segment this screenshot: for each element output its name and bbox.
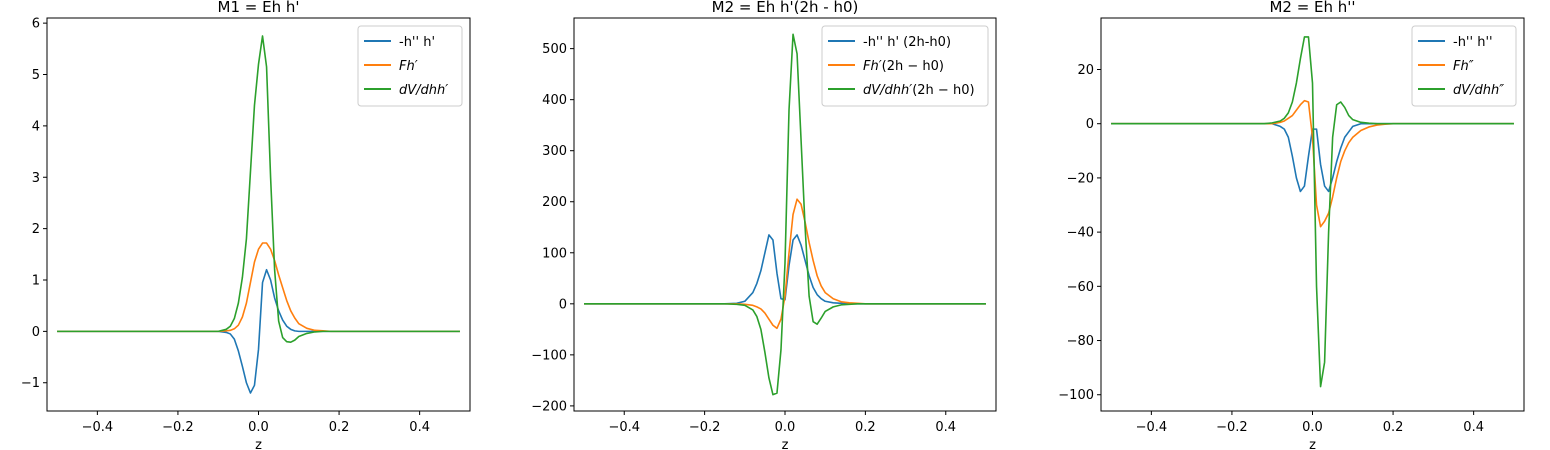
chart-2-x-tick-label: −0.2 xyxy=(689,420,721,435)
chart-3-y-tick-label: −20 xyxy=(1067,171,1094,186)
chart-1-legend-label: dV/dhh′ xyxy=(399,83,448,98)
chart-1-x-axis-label: z xyxy=(255,438,262,450)
chart-2-legend-label: Fh′(2h − h0) xyxy=(863,59,944,74)
chart-1-x-tick-label: 0.4 xyxy=(409,420,430,435)
chart-1-title: M1 = Eh h' xyxy=(218,0,300,16)
chart-2-x-tick-label: −0.4 xyxy=(608,420,640,435)
chart-3-legend-label: Fh″ xyxy=(1453,59,1474,74)
chart-2-legend-box xyxy=(821,25,989,107)
chart-2-y-tick-label: 400 xyxy=(542,93,567,108)
chart-1-x-tick-label: 0.0 xyxy=(248,420,269,435)
chart-3-x-axis-label: z xyxy=(1309,438,1316,450)
chart-1: −0.4 −0.2 0.0 0.2 0.4 −1 0 1 2 3 4 5 6 M1 = Eh h' z -h'… xyxy=(21,0,471,450)
chart-2-legend-label: dV/dhh′(2h − h0) xyxy=(863,83,975,98)
chart-1-y-tick-label: 5 xyxy=(32,68,40,83)
chart-1-y-tick-label: 6 xyxy=(32,17,40,32)
chart-1-y-tick-label: −1 xyxy=(21,376,40,391)
chart-2-title: M2 = Eh h'(2h - h0) xyxy=(712,0,859,16)
chart-3-y-tick-label: −100 xyxy=(1058,388,1094,403)
chart-3-x-tick-label: 0.2 xyxy=(1383,420,1404,435)
chart-1-y-tick-label: 4 xyxy=(32,119,40,134)
chart-3-plot-area xyxy=(1111,36,1514,388)
chart-1-x-tick-label: −0.2 xyxy=(162,420,194,435)
chart-3-legend: -h'' h'' Fh″ dV/dhh″ xyxy=(1411,25,1517,107)
chart-3-series-line-2 xyxy=(1111,99,1514,228)
chart-3-y-tick-label: −60 xyxy=(1067,280,1094,295)
chart-2-plot-area xyxy=(584,33,986,396)
chart-2-x-tick-label: 0.0 xyxy=(775,420,796,435)
chart-2-legend-label: -h'' h' (2h-h0) xyxy=(863,35,951,50)
chart-1-y-tick-label: 1 xyxy=(32,274,40,289)
chart-1-series-line-2 xyxy=(57,242,460,333)
chart-3-x-tick-label: −0.4 xyxy=(1136,420,1168,435)
chart-2-y-tick-label: −100 xyxy=(531,348,567,363)
chart-1-y-tick-label: 2 xyxy=(32,222,40,237)
chart-1-series-line-1 xyxy=(57,268,460,394)
chart-1-y-tick-label: 3 xyxy=(32,171,40,186)
chart-2-y-tick-label: −200 xyxy=(531,399,567,414)
chart-3-y-tick-label: 0 xyxy=(1086,117,1094,132)
chart-3-legend-label: dV/dhh″ xyxy=(1453,83,1504,98)
chart-3-x-tick-label: −0.2 xyxy=(1216,420,1248,435)
chart-1-series-line-3 xyxy=(57,35,460,343)
chart-2-series-line-2 xyxy=(584,198,986,330)
chart-3-y-tick-label: 20 xyxy=(1077,63,1094,78)
chart-3-y-tick-label: −40 xyxy=(1067,226,1094,241)
chart-1-x-tick-label: −0.4 xyxy=(82,420,114,435)
chart-1-legend-label: Fh′ xyxy=(399,59,418,74)
chart-2-series-line-3 xyxy=(584,33,986,396)
chart-3-title: M2 = Eh h'' xyxy=(1269,0,1355,16)
chart-2-legend: -h'' h' (2h-h0) Fh′(2h − h0) dV/dhh′(2h − … xyxy=(821,25,989,107)
chart-3-y-tick-label: −80 xyxy=(1067,334,1094,349)
chart-2-x-tick-label: 0.4 xyxy=(935,420,956,435)
chart-2: −0.4 −0.2 0.0 0.2 0.4 −200 −100 0 100 200 300 400 50… xyxy=(531,0,997,450)
chart-1-x-tick-label: 0.2 xyxy=(329,420,350,435)
chart-2-y-tick-label: 100 xyxy=(542,246,567,261)
chart-3: −0.4 −0.2 0.0 0.2 0.4 −100 −80 −60 −40 −20 0 20 M2 =… xyxy=(1058,0,1525,450)
chart-3-series-line-3 xyxy=(1111,36,1514,388)
chart-2-series-line-1 xyxy=(584,234,986,305)
chart-2-y-tick-label: 300 xyxy=(542,144,567,159)
chart-2-x-axis-label: z xyxy=(782,438,789,450)
chart-3-legend-label: -h'' h'' xyxy=(1453,35,1493,50)
chart-1-y-tick-label: 0 xyxy=(32,325,40,340)
chart-1-legend: -h'' h' Fh′ dV/dhh′ xyxy=(357,25,463,107)
chart-2-y-tick-label: 0 xyxy=(559,297,567,312)
chart-2-y-tick-label: 500 xyxy=(542,42,567,57)
chart-1-legend-box xyxy=(357,25,463,107)
chart-3-x-tick-label: 0.4 xyxy=(1463,420,1484,435)
chart-3-x-tick-label: 0.0 xyxy=(1302,420,1323,435)
chart-3-legend-box xyxy=(1411,25,1517,107)
chart-1-plot-area xyxy=(57,35,460,394)
chart-2-y-tick-label: 200 xyxy=(542,195,567,210)
chart-2-x-tick-label: 0.2 xyxy=(855,420,876,435)
chart-1-legend-label: -h'' h' xyxy=(399,35,435,50)
